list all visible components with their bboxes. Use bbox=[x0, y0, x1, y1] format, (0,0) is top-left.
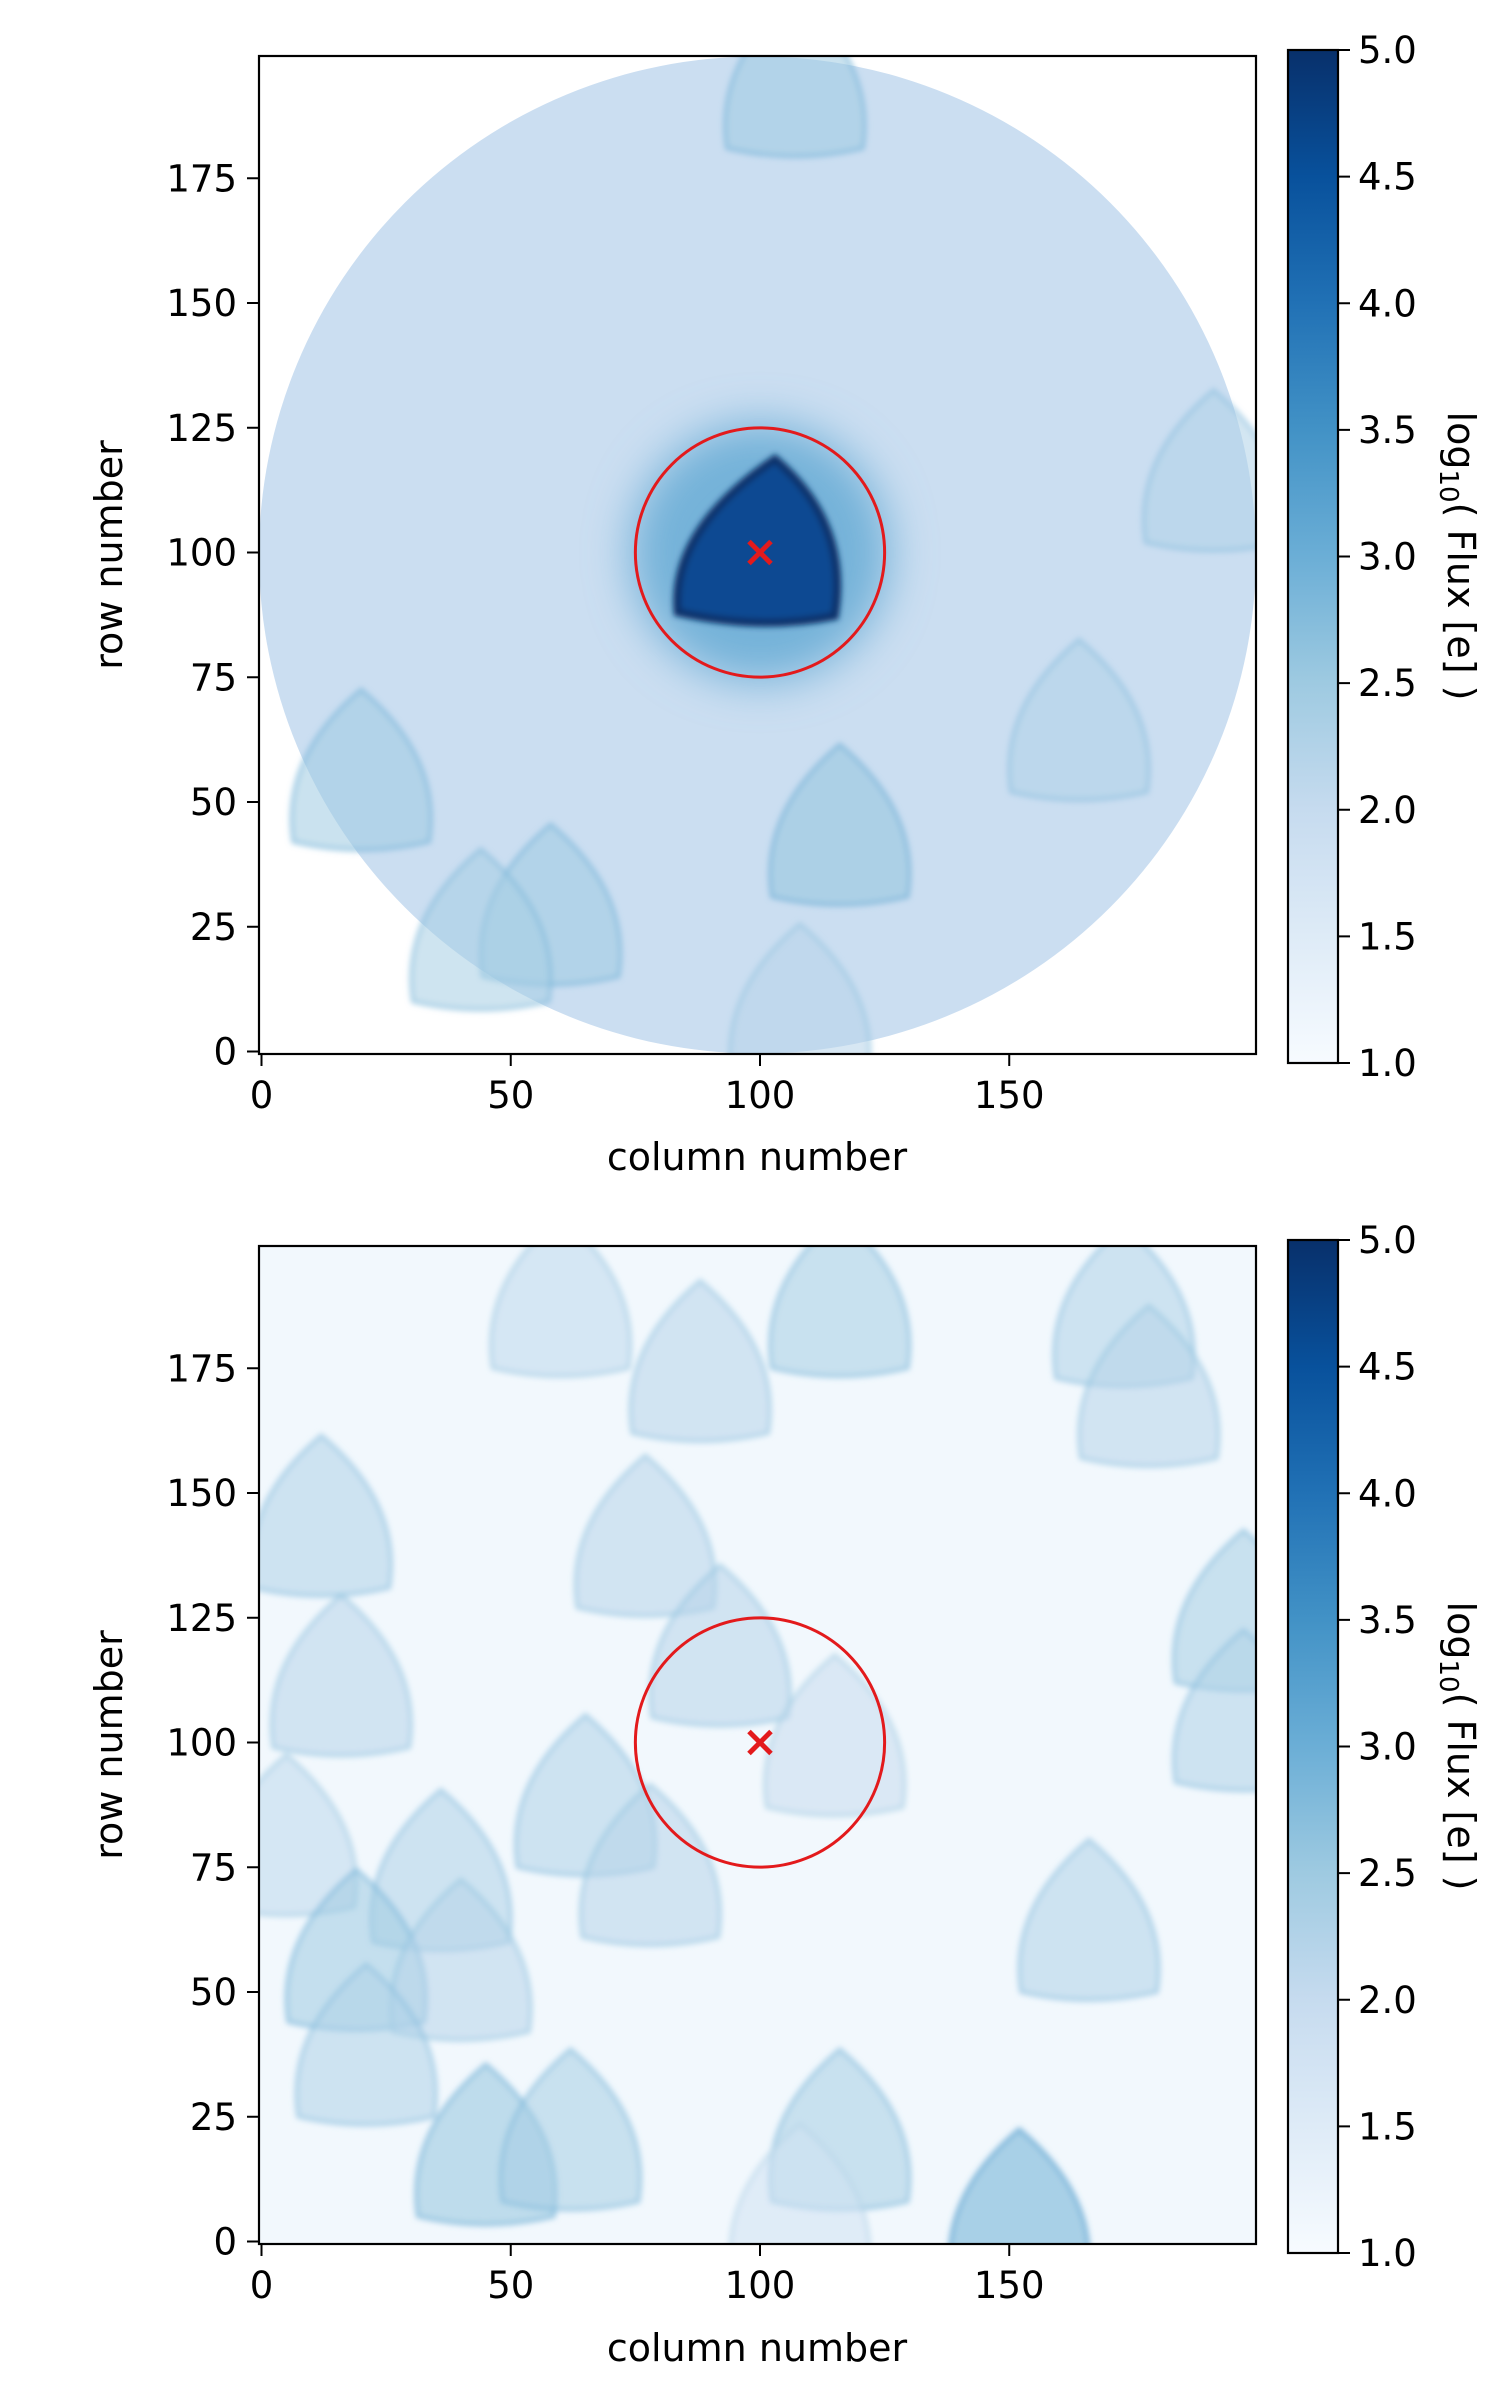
ghost-source bbox=[389, 1876, 533, 2042]
ghost-source bbox=[728, 921, 872, 1054]
ghost-source bbox=[1171, 1627, 1256, 1793]
y-axis-label: row number bbox=[87, 1630, 131, 1860]
colorbar-tick-label: 2.5 bbox=[1358, 1852, 1417, 1895]
ghost-source bbox=[289, 686, 434, 852]
colorbar: 1.0 1.5 2.0 2.5 3.0 3.5 4.0 4.5 5.0 log10( Flux … bbox=[1286, 1219, 1483, 2275]
ghost-source bbox=[767, 741, 912, 907]
y-tick-label: 175 bbox=[166, 1347, 237, 1390]
ghost-source bbox=[294, 1961, 439, 2127]
colorbar-tick-label: 3.5 bbox=[1358, 409, 1417, 452]
ghost-source bbox=[259, 1432, 394, 1598]
colorbar-label: log10( Flux [e] ) bbox=[1433, 412, 1483, 701]
ghost-source bbox=[628, 1278, 773, 1444]
aperture-overlay bbox=[633, 426, 887, 679]
target-star bbox=[673, 454, 842, 627]
colorbar-tick-label: 4.0 bbox=[1358, 282, 1417, 325]
ghost-source bbox=[573, 1452, 718, 1618]
x-tick-label: 100 bbox=[725, 2264, 796, 2307]
target-marker bbox=[747, 539, 773, 566]
y-tick-label: 100 bbox=[166, 1722, 237, 1765]
ghost-source bbox=[948, 2126, 1091, 2244]
target-marker bbox=[747, 1729, 773, 1756]
ghost-layer bbox=[289, 56, 1256, 1054]
y-tick-label: 75 bbox=[190, 1846, 237, 1889]
colorbar-tick-label: 3.0 bbox=[1358, 1726, 1417, 1769]
y-tick-label: 125 bbox=[166, 407, 237, 450]
ghost-source bbox=[728, 2121, 872, 2244]
colorbar: 1.0 1.5 2.0 2.5 3.0 3.5 4.0 4.5 5.0 log10( Flux … bbox=[1286, 29, 1483, 1085]
x-axis: 0 50 100 150 bbox=[250, 1054, 1045, 1117]
x-tick-label: 0 bbox=[250, 2264, 274, 2307]
y-tick-label: 0 bbox=[213, 1031, 237, 1074]
colorbar-tick-label: 2.0 bbox=[1358, 1979, 1417, 2022]
ghost-layer bbox=[259, 1246, 1256, 2244]
y-tick-label: 125 bbox=[166, 1597, 237, 1640]
x-tick-label: 150 bbox=[974, 2264, 1045, 2307]
y-tick-label: 75 bbox=[190, 656, 237, 699]
ghost-source bbox=[488, 1246, 633, 1379]
y-tick-label: 50 bbox=[190, 781, 237, 824]
y-tick-label: 0 bbox=[213, 2221, 237, 2264]
y-tick-label: 100 bbox=[166, 532, 237, 575]
colorbar-tick-label: 1.0 bbox=[1358, 1042, 1417, 1085]
ghost-source bbox=[269, 1592, 414, 1758]
ghost-source bbox=[648, 1562, 792, 1728]
y-tick-label: 25 bbox=[190, 2096, 237, 2139]
colorbar-tick-label: 5.0 bbox=[1358, 1219, 1417, 1262]
y-tick-label: 25 bbox=[190, 906, 237, 949]
ghost-source bbox=[259, 1752, 359, 1918]
colorbar-gradient bbox=[1286, 48, 1340, 1065]
colorbar-gradient bbox=[1286, 1238, 1340, 2255]
colorbar-tick-label: 3.0 bbox=[1358, 536, 1417, 579]
colorbar-tick-label: 3.5 bbox=[1358, 1599, 1417, 1642]
colorbar-tick-label: 1.5 bbox=[1358, 2105, 1417, 2148]
colorbar-ticks: 1.0 1.5 2.0 2.5 3.0 3.5 4.0 4.5 5.0 bbox=[1338, 1219, 1417, 2275]
x-axis-label: column number bbox=[607, 1135, 908, 1179]
colorbar-ticks: 1.0 1.5 2.0 2.5 3.0 3.5 4.0 4.5 5.0 bbox=[1338, 29, 1417, 1085]
x-tick-label: 100 bbox=[725, 1074, 796, 1117]
colorbar-tick-label: 4.5 bbox=[1358, 156, 1417, 199]
ghost-source bbox=[1076, 1303, 1221, 1469]
colorbar-tick-label: 2.5 bbox=[1358, 662, 1417, 705]
panel-bottom: 0 50 100 150 0 25 50 75 100 125 150 175 column num… bbox=[87, 1219, 1483, 2370]
y-axis: 0 25 50 75 100 125 150 175 bbox=[166, 1347, 259, 2264]
ghost-source bbox=[723, 56, 867, 159]
ghost-source bbox=[767, 1246, 912, 1379]
aperture-circle bbox=[633, 1616, 887, 1869]
panel-top: 0 50 100 150 0 25 50 75 100 125 150 175 column num… bbox=[87, 29, 1483, 1179]
y-tick-label: 150 bbox=[166, 1472, 237, 1515]
y-tick-label: 175 bbox=[166, 157, 237, 200]
colorbar-tick-label: 5.0 bbox=[1358, 29, 1417, 72]
ghost-source bbox=[1007, 637, 1151, 803]
y-tick-label: 50 bbox=[190, 1971, 237, 2014]
ghost-source bbox=[762, 1652, 907, 1818]
aperture-overlay bbox=[633, 1616, 887, 1869]
x-axis-label: column number bbox=[607, 2326, 908, 2370]
aperture-circle bbox=[633, 426, 887, 679]
plot-frame bbox=[257, 1244, 1258, 2246]
ghost-source bbox=[498, 2046, 643, 2212]
x-axis: 0 50 100 150 bbox=[250, 2244, 1045, 2307]
colorbar-tick-label: 1.0 bbox=[1358, 2232, 1417, 2275]
x-tick-label: 50 bbox=[487, 1074, 534, 1117]
colorbar-tick-label: 1.5 bbox=[1358, 915, 1417, 958]
x-tick-label: 50 bbox=[487, 2264, 534, 2307]
y-tick-label: 150 bbox=[166, 282, 237, 325]
y-axis-label: row number bbox=[87, 440, 131, 670]
x-tick-label: 0 bbox=[250, 1074, 274, 1117]
x-tick-label: 150 bbox=[974, 1074, 1045, 1117]
ghost-source bbox=[409, 846, 553, 1012]
heatmap-image bbox=[259, 1246, 1256, 2244]
colorbar-tick-label: 4.0 bbox=[1358, 1472, 1417, 1515]
plot-frame bbox=[257, 54, 1258, 1056]
colorbar-label: log10( Flux [e] ) bbox=[1433, 1602, 1483, 1891]
ghost-source bbox=[1017, 1837, 1161, 2003]
colorbar-tick-label: 2.0 bbox=[1358, 789, 1417, 832]
colorbar-tick-label: 4.5 bbox=[1358, 1346, 1417, 1389]
ghost-source bbox=[1141, 387, 1256, 553]
y-axis: 0 25 50 75 100 125 150 175 bbox=[166, 157, 259, 1074]
